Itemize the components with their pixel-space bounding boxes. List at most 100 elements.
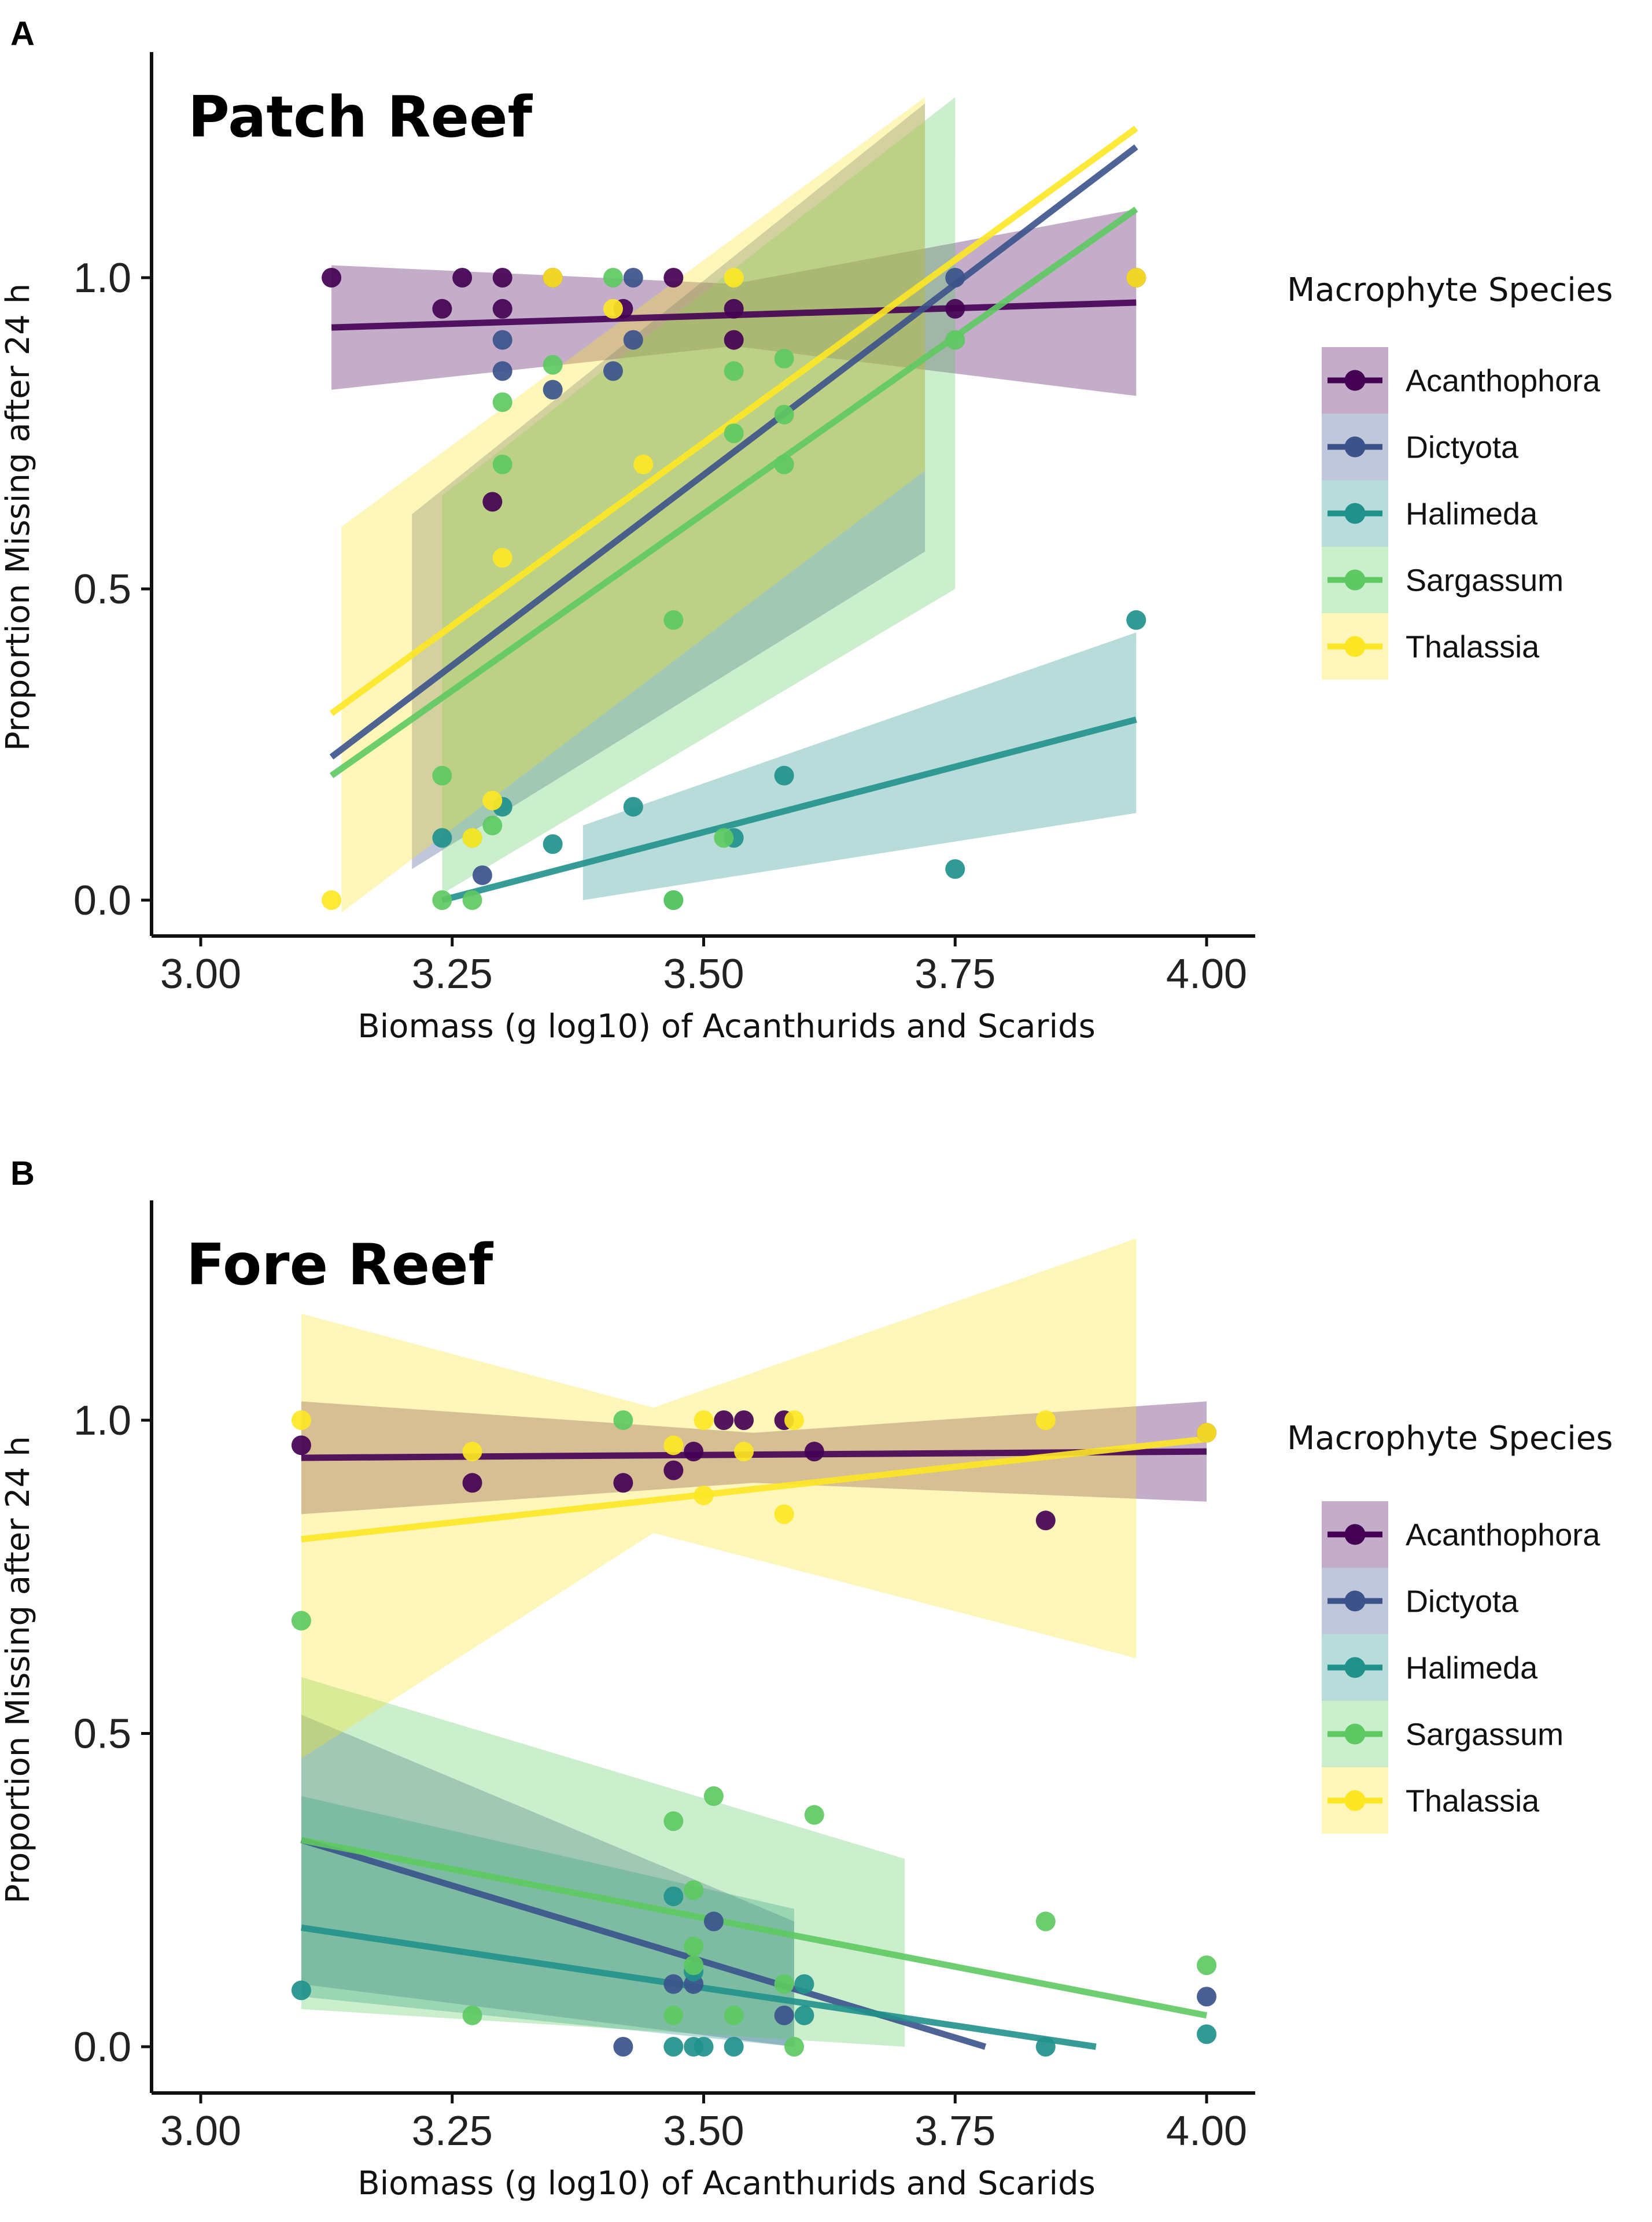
point-halimeda [623,797,643,817]
y-tick-label: 0.5 [73,566,131,613]
point-sargassum [663,890,684,910]
point-thalassia [291,1410,311,1430]
point-sargassum [684,1936,704,1956]
point-dictyota [703,1911,724,1932]
point-sargassum [432,890,452,910]
point-acanthophora [734,1410,754,1430]
point-sargassum [724,423,744,443]
point-dictyota [945,268,965,288]
point-thalassia [663,1435,684,1455]
point-thalassia [462,1442,482,1462]
point-sargassum [774,404,794,425]
point-halimeda [291,1980,311,2000]
fit-line-sargassum [300,1837,1208,2019]
legend-key-dot [1344,1524,1366,1545]
x-tick-label: 3.00 [160,2108,241,2154]
legend-key-dot [1344,1590,1366,1612]
point-acanthophora [482,492,503,512]
point-halimeda [945,859,965,879]
legend-label: Sargassum [1406,563,1564,598]
fit-line-sargassum [329,207,1138,779]
point-thalassia [694,1410,714,1430]
panel-letter: B [10,1155,35,1192]
band-dictyota [301,1715,794,2047]
legend-key-dot [1344,370,1366,391]
point-thalassia [694,1485,714,1505]
y-tick-label: 0.0 [73,878,131,924]
point-thalassia [603,299,623,319]
point-acanthophora [613,1473,633,1493]
point-thalassia [482,790,503,810]
point-sargassum [784,2037,805,2057]
point-acanthophora [322,268,342,288]
point-halimeda [1126,610,1146,630]
point-acanthophora [663,1460,684,1480]
point-sargassum [492,392,512,412]
fit-line-thalassia [329,126,1138,716]
x-tick-label: 4.00 [1166,2108,1247,2154]
point-sargassum [543,355,563,375]
point-sargassum [945,330,965,350]
point-dictyota [613,2037,633,2057]
y-tick-label: 1.0 [73,255,131,301]
legend-key-dot [1344,1790,1366,1811]
band-sargassum [301,1677,905,2047]
point-acanthophora [462,1473,482,1493]
point-halimeda [663,2037,684,2057]
legend: Macrophyte Species Acanthophora Dictyota Ha… [1287,271,1613,680]
legend-label: Halimeda [1406,497,1538,532]
legend-key-dot [1344,569,1366,591]
legend-label: Acanthophora [1406,1518,1601,1553]
fit-line-thalassia [301,1436,1207,1543]
panel-title: Patch Reef [188,84,533,150]
point-thalassia [633,454,654,474]
point-sargassum [1197,1955,1216,1976]
point-dictyota [543,379,563,400]
y-tick-label: 0.5 [73,1711,131,1757]
legend: Macrophyte Species Acanthophora Dictyota Ha… [1287,1420,1613,1834]
point-sargassum [684,1880,704,1900]
point-sargassum [462,2005,482,2025]
x-axis-title: Biomass (g log10) of Acanthurids and Sca… [357,1008,1096,1045]
point-acanthophora [724,330,744,350]
point-acanthophora [663,268,684,288]
point-sargassum [774,454,794,474]
legend-label: Thalassia [1406,630,1540,665]
point-sargassum [804,1805,824,1825]
point-thalassia [734,1442,754,1462]
point-halimeda [1197,2024,1216,2044]
point-thalassia [774,1504,794,1524]
y-tick-label: 1.0 [73,1398,131,1444]
band-sargassum [442,97,956,894]
point-thalassia [724,268,744,288]
point-sargassum [774,1974,794,1994]
panel-a: A Patch Reef 3.00 3.25 3.50 3.75 4.00 0.0 0.5 1.0… [0,15,1613,1045]
legend-label: Acanthophora [1406,364,1601,399]
x-tick-label: 3.50 [663,951,744,997]
point-sargassum [1035,1911,1056,1932]
legend-key-dot [1344,1657,1366,1678]
point-thalassia [543,268,563,288]
x-tick-label: 3.50 [663,2108,744,2154]
legend-title: Macrophyte Species [1287,1420,1613,1457]
y-axis-title: Proportion Missing after 24 h [0,1436,37,1903]
point-sargassum [492,454,512,474]
point-sargassum [613,1410,633,1430]
point-sargassum [432,765,452,786]
point-halimeda [432,828,452,848]
y-tick-label: 0.0 [73,2024,131,2070]
point-acanthophora [684,1442,704,1462]
point-dictyota [623,330,643,350]
legend-label: Thalassia [1406,1784,1540,1819]
point-sargassum [703,1786,724,1806]
point-sargassum [774,348,794,369]
point-acanthophora [724,299,744,319]
x-tick-label: 3.00 [160,951,241,997]
x-tick-label: 3.75 [915,2108,995,2154]
point-sargassum [663,610,684,630]
y-axis-title: Proportion Missing after 24 h [0,283,37,751]
x-tick-label: 3.25 [412,2108,493,2154]
panel-b: B Fore Reef 3.00 3.25 3.50 3.75 4.00 0.0 0.5 1.0 B… [0,1155,1613,2202]
point-sargassum [482,815,503,835]
